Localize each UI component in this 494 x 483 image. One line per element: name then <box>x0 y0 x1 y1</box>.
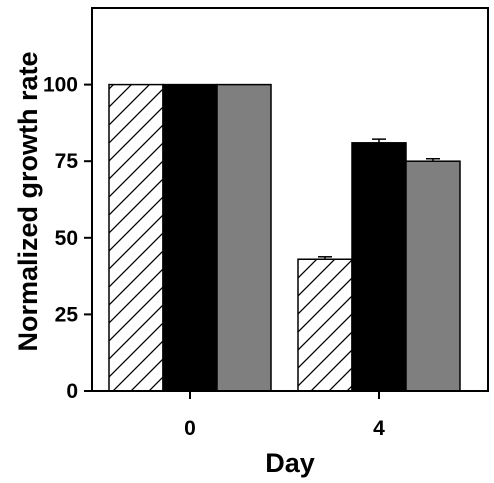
bar-series1-day-0 <box>108 83 164 392</box>
error-bars-layer <box>318 138 440 260</box>
error-bar-series2-day-4 <box>372 138 386 143</box>
error-bar-series1-day-4 <box>318 256 332 260</box>
bars-layer <box>108 83 461 392</box>
bar-series2-day-0 <box>162 83 218 392</box>
bar-series1-day-4 <box>297 258 353 392</box>
y-axis-title: Normalized growth rate <box>13 51 43 351</box>
bar-series3-day-4 <box>405 160 461 392</box>
bar-series2-day-4 <box>351 142 407 392</box>
y-tick-label: 0 <box>66 380 78 403</box>
bar-series3-day-0 <box>216 83 272 392</box>
y-tick-label: 50 <box>55 227 78 250</box>
x-tick-label: 4 <box>373 417 385 440</box>
x-axis-title: Day <box>265 448 315 478</box>
error-bar-series3-day-4 <box>426 157 440 162</box>
y-tick-label: 25 <box>55 303 79 326</box>
y-tick-label: 100 <box>43 74 78 97</box>
y-tick-label: 75 <box>55 150 79 173</box>
plot-frame <box>91 7 489 392</box>
x-tick-label: 0 <box>184 417 196 440</box>
y-axis: 0 25 50 75 100 <box>43 74 92 403</box>
